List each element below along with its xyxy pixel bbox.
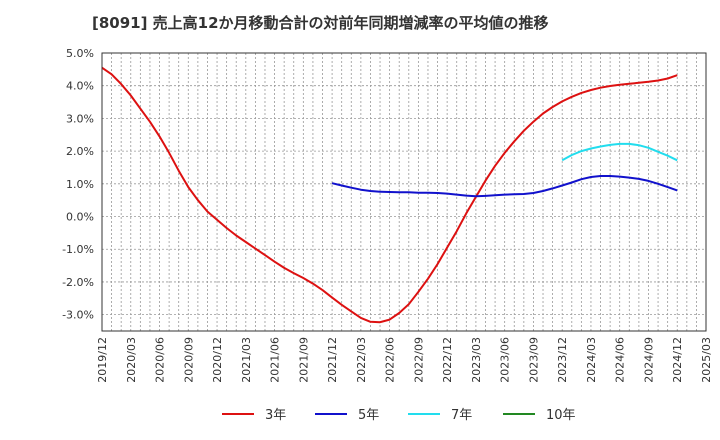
x-tick-label: 2024/09 [642,337,655,383]
y-tick-label: -1.0% [62,243,94,256]
y-tick-label: 0.0% [66,211,94,224]
x-tick-label: 2020/09 [182,337,195,383]
x-tick-label: 2022/12 [441,337,454,383]
x-tick-label: 2023/09 [527,337,540,383]
x-tick-label: 2020/03 [125,337,138,383]
y-tick-label: -2.0% [62,276,94,289]
x-tick-label: 2024/12 [671,337,684,383]
y-tick-label: 1.0% [66,178,94,191]
y-tick-label: 4.0% [66,80,94,93]
series-line-5年 [331,175,678,198]
series-line-7年 [561,142,678,162]
x-tick-label: 2025/03 [700,337,713,383]
x-tick-label: 2019/12 [96,337,109,383]
legend-label: 7年 [451,408,472,423]
x-tick-label: 2022/09 [412,337,425,383]
series-lines [101,66,678,324]
legend: 3年 5年 7年 10年 [222,408,576,423]
y-axis: 5.0% 4.0% 3.0% 2.0% 1.0% 0.0% -1.0% -2.0% -3.0% [62,47,94,322]
legend-label: 10年 [546,408,576,423]
y-tick-label: 2.0% [66,145,94,158]
x-tick-label: 2022/06 [384,337,397,383]
y-tick-label: 5.0% [66,47,94,60]
x-tick-label: 2021/06 [269,337,282,383]
y-tick-label: 3.0% [66,112,94,125]
x-tick-label: 2021/12 [326,337,339,383]
x-tick-label: 2021/09 [297,337,310,383]
y-tick-label: -3.0% [62,309,94,322]
x-tick-label: 2023/03 [470,337,483,383]
x-tick-label: 2020/06 [154,337,167,383]
x-tick-label: 2023/12 [556,337,569,383]
x-tick-label: 2023/06 [499,337,512,383]
x-tick-label: 2021/03 [240,337,253,383]
x-tick-label: 2020/12 [211,337,224,383]
plot-frame [101,52,707,332]
grid-lines [102,53,706,331]
legend-label: 3年 [265,408,286,423]
legend-label: 5年 [358,408,379,423]
series-line-3年 [101,66,678,324]
chart-title: [8091] 売上高12か月移動合計の対前年同期増減率の平均値の推移 [92,14,549,32]
x-tick-label: 2024/06 [614,337,627,383]
x-axis: 2019/12 2020/03 2020/06 2020/09 2020/12 2021/… [96,337,713,383]
x-tick-label: 2024/03 [585,337,598,383]
x-tick-label: 2022/03 [355,337,368,383]
